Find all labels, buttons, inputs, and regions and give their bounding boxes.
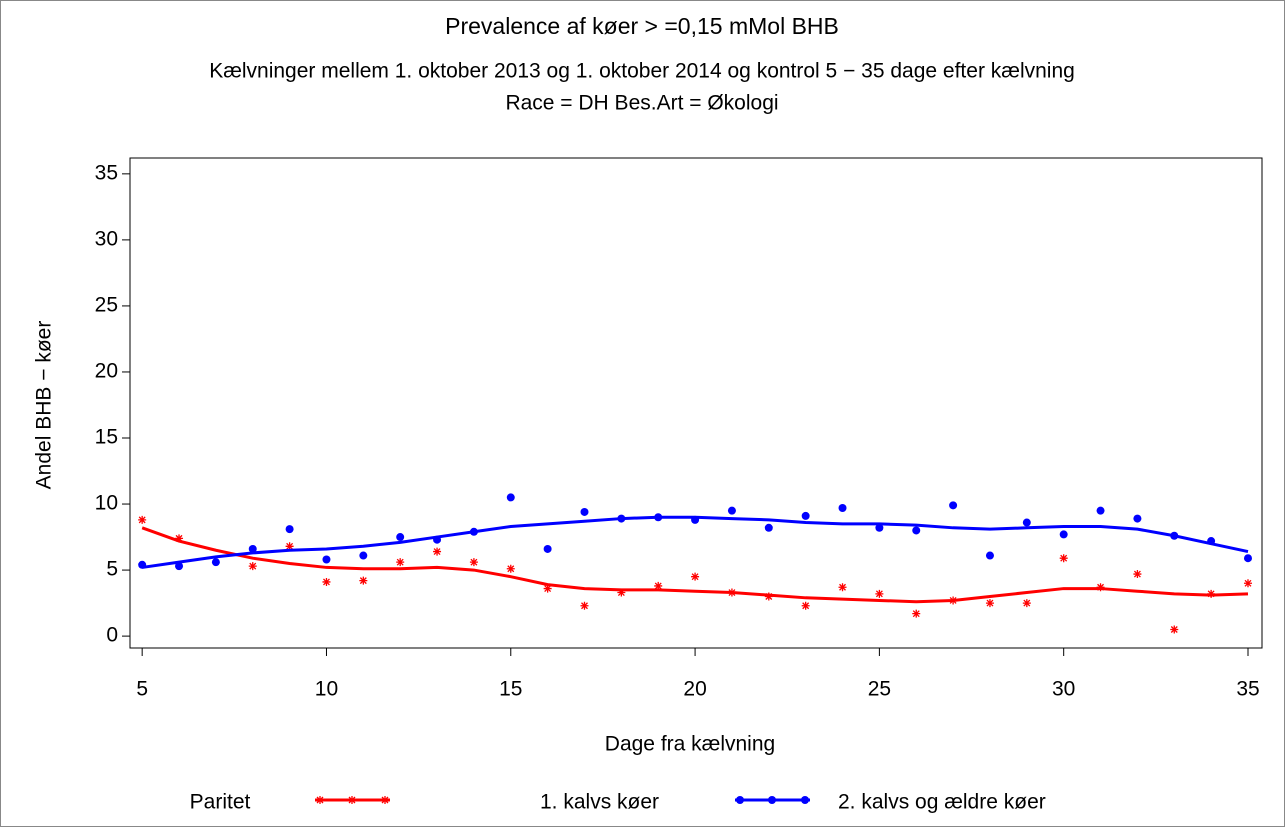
point: [543, 584, 552, 593]
point: [875, 523, 884, 532]
x-tick-label: 25: [868, 678, 891, 701]
point: [1022, 518, 1031, 527]
y-tick-label: 20: [95, 360, 118, 383]
point: [1170, 625, 1179, 634]
point: [838, 583, 847, 592]
point: [1207, 589, 1216, 598]
point: [469, 558, 478, 567]
point: [727, 506, 736, 515]
x-tick-label: 35: [1236, 678, 1259, 701]
smooth-line: [141, 526, 1249, 604]
chart-subtitle: Race = DH Bes.Art = Økologi: [505, 92, 778, 115]
legend-label: 1. kalvs køer: [540, 791, 659, 814]
point: [138, 560, 147, 569]
chart-subtitle: Kælvninger mellem 1. oktober 2013 og 1. …: [209, 60, 1075, 83]
point: [949, 501, 958, 510]
point: [949, 596, 958, 605]
point: [654, 513, 663, 522]
point: [654, 581, 663, 590]
plot-frame: [129, 157, 1263, 649]
point: [1096, 506, 1105, 515]
point: [727, 588, 736, 597]
point: [1059, 530, 1068, 539]
point: [912, 526, 921, 535]
point: [175, 534, 184, 543]
point: [175, 562, 184, 571]
point: [691, 515, 700, 524]
point: [617, 588, 626, 597]
point: [285, 525, 294, 534]
point: [764, 523, 773, 532]
x-tick-label: 15: [499, 678, 522, 701]
y-tick-label: 25: [95, 293, 118, 316]
y-tick-label: 0: [106, 624, 118, 647]
point: [801, 511, 810, 520]
point: [1059, 554, 1068, 563]
point: [433, 535, 442, 544]
legend-title: Paritet: [190, 791, 251, 814]
point: [506, 493, 515, 502]
point: [211, 558, 220, 567]
point: [580, 507, 589, 516]
point: [1133, 570, 1142, 579]
point: [543, 544, 552, 553]
x-tick-label: 30: [1052, 678, 1075, 701]
point: [396, 533, 405, 542]
point: [801, 601, 810, 610]
point: [764, 592, 773, 601]
y-tick-label: 15: [95, 426, 118, 449]
y-tick-label: 5: [106, 558, 118, 581]
point: [285, 542, 294, 551]
point: [1022, 599, 1031, 608]
x-tick-label: 10: [315, 678, 338, 701]
point: [248, 544, 257, 553]
point: [1133, 514, 1142, 523]
point: [1243, 579, 1252, 588]
point: [1170, 531, 1179, 540]
point: [691, 572, 700, 581]
point: [359, 576, 368, 585]
point: [912, 609, 921, 618]
point: [396, 558, 405, 567]
chart-title: Prevalence af køer > =0,15 mMol BHB: [445, 13, 839, 39]
legend-marker: [736, 796, 744, 804]
point: [617, 514, 626, 523]
legend-marker: [316, 796, 324, 804]
point: [1243, 554, 1252, 563]
point: [985, 551, 994, 560]
point: [838, 504, 847, 512]
x-axis-label: Dage fra kælvning: [605, 733, 775, 756]
legend-marker: [348, 796, 356, 804]
point: [359, 551, 368, 560]
y-tick-label: 35: [95, 161, 118, 184]
point: [322, 577, 331, 586]
point: [1207, 537, 1216, 546]
point: [322, 555, 331, 564]
x-tick-label: 20: [683, 678, 706, 701]
x-tick-label: 5: [136, 678, 148, 701]
point: [248, 562, 257, 571]
point: [875, 589, 884, 598]
legend-marker: [381, 796, 389, 804]
y-tick-label: 10: [95, 492, 118, 515]
point: [469, 527, 478, 536]
point: [580, 601, 589, 610]
legend-label: 2. kalvs og ældre køer: [838, 791, 1046, 814]
y-axis-label: Andel BHB − køer: [33, 321, 56, 490]
point: [433, 547, 442, 556]
point: [138, 515, 147, 524]
point: [506, 564, 515, 573]
point: [1096, 583, 1105, 592]
point: [985, 599, 994, 608]
legend-marker: [801, 796, 809, 804]
legend-marker: [768, 796, 776, 804]
y-tick-label: 30: [95, 227, 118, 250]
